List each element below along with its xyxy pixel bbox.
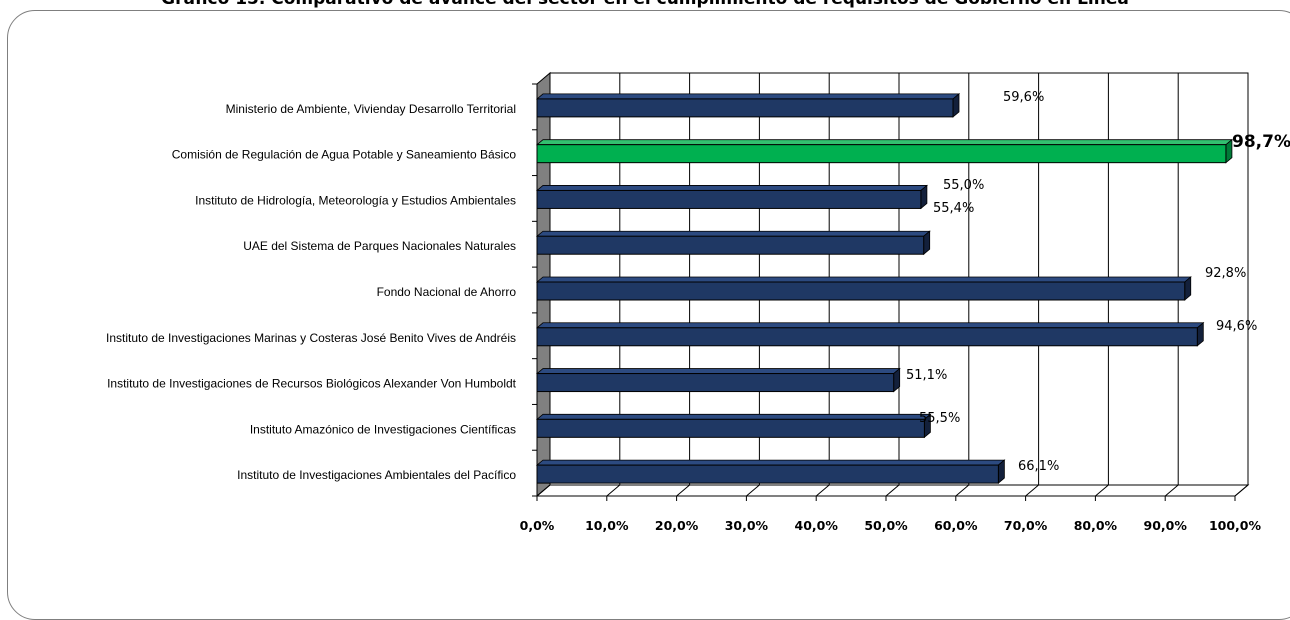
bar-top-face [535, 413, 932, 420]
bar-front-face [536, 418, 925, 438]
x-tick-label: 70,0% [1004, 518, 1048, 533]
x-tick-label: 40,0% [795, 518, 839, 533]
bar-top-face [535, 139, 1234, 146]
bar [535, 321, 1205, 347]
x-tick-label: 80,0% [1074, 518, 1118, 533]
category-label: Comisión de Regulación de Agua Potable y… [172, 148, 517, 162]
floor-line [1234, 484, 1249, 497]
bar-front-face [536, 373, 895, 393]
bar-front-face [536, 144, 1227, 164]
bar-top-face [535, 185, 929, 191]
category-label: Instituto de Investigaciones de Recursos… [107, 377, 517, 391]
bar-front-face [536, 464, 999, 484]
data-label: 51,1% [906, 368, 947, 383]
bar-front-face [536, 281, 1186, 301]
bar-top-face [535, 276, 1192, 283]
x-tick-label: 90,0% [1144, 518, 1188, 533]
data-label: 55,0% [943, 178, 984, 193]
floor-line [1164, 484, 1179, 497]
category-label: Instituto de Hidrología, Meteorología y … [195, 193, 516, 207]
x-tick-label: 30,0% [725, 518, 769, 533]
bar [535, 459, 1006, 484]
x-tick-label: 10,0% [585, 518, 629, 533]
bar [535, 367, 901, 393]
floor-line [746, 484, 760, 497]
x-tick-label: 100,0% [1209, 518, 1262, 533]
bar-front-face [536, 189, 922, 209]
bar-front-face [536, 327, 1198, 347]
data-labels: 59,6% 98,7% 55,0% 55,4% 92,8% 94,6% 51,1% 55,5%… [906, 90, 1290, 474]
bar-top-face [535, 368, 901, 374]
category-label: Instituto Amazónico de Investigaciones C… [250, 422, 516, 436]
bar [535, 184, 929, 210]
bar [535, 230, 931, 256]
floor-line [955, 484, 970, 497]
floor-line [606, 484, 621, 497]
floor-line [815, 484, 830, 497]
chart-title: Gráfico 15. Comparativo de avance del se… [0, 0, 1290, 9]
bar [535, 276, 1192, 301]
floor-line [1025, 484, 1039, 497]
category-label: Instituto de Investigaciones Marinas y C… [106, 331, 516, 345]
bar-front-face [536, 98, 954, 118]
floor-line [885, 484, 900, 497]
data-label: 55,5% [919, 411, 960, 426]
category-label: Instituto de Investigaciones Ambientales… [237, 468, 516, 482]
data-label: 94,6% [1216, 319, 1257, 334]
x-axis-tick-labels: 0,0% 10,0% 20,0% 30,0% 40,0% 50,0% 60,0% 70,0% 8… [520, 518, 1262, 533]
floor-line [676, 484, 690, 497]
x-tick-label: 50,0% [864, 518, 908, 533]
bar-top-face [535, 230, 931, 237]
data-label: 59,6% [1003, 90, 1044, 105]
bar [535, 93, 961, 118]
category-labels: Ministerio de Ambiente, Vivienday Desarr… [106, 102, 517, 482]
bar-front-face [536, 235, 925, 255]
x-tick-label: 0,0% [520, 518, 555, 533]
bars [535, 93, 1234, 484]
data-label: 66,1% [1018, 459, 1059, 474]
x-tick-label: 20,0% [655, 518, 699, 533]
bar-top-face [535, 322, 1205, 329]
bar [535, 138, 1234, 164]
category-label: Fondo Nacional de Ahorro [377, 285, 517, 299]
bar-chart: Ministerio de Ambiente, Vivienday Desarr… [106, 71, 1290, 533]
floor-line [1095, 484, 1109, 497]
category-label: UAE del Sistema de Parques Nacionales Na… [243, 239, 516, 253]
bar [535, 413, 932, 439]
data-label: 98,7% [1232, 132, 1290, 152]
data-label: 55,4% [933, 201, 974, 216]
x-tick-label: 60,0% [934, 518, 978, 533]
category-label: Ministerio de Ambiente, Vivienday Desarr… [226, 102, 516, 116]
floor-line [536, 484, 551, 497]
bar-top-face [535, 93, 961, 100]
bar-top-face [535, 459, 1006, 466]
data-label: 92,8% [1205, 266, 1246, 281]
